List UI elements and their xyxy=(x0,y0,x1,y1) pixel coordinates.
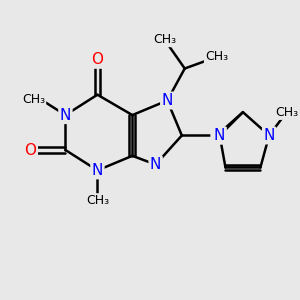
Text: N: N xyxy=(150,157,161,172)
Text: N: N xyxy=(92,163,103,178)
Text: CH₃: CH₃ xyxy=(275,106,298,119)
Text: O: O xyxy=(92,52,104,67)
Text: CH₃: CH₃ xyxy=(86,194,109,207)
Text: N: N xyxy=(214,128,225,143)
Text: O: O xyxy=(25,142,37,158)
Text: S: S xyxy=(212,128,222,143)
Text: CH₃: CH₃ xyxy=(205,50,228,63)
Text: CH₃: CH₃ xyxy=(153,33,176,46)
Text: CH₃: CH₃ xyxy=(22,93,45,106)
Text: N: N xyxy=(263,128,275,143)
Text: N: N xyxy=(60,108,71,123)
Text: N: N xyxy=(162,93,173,108)
